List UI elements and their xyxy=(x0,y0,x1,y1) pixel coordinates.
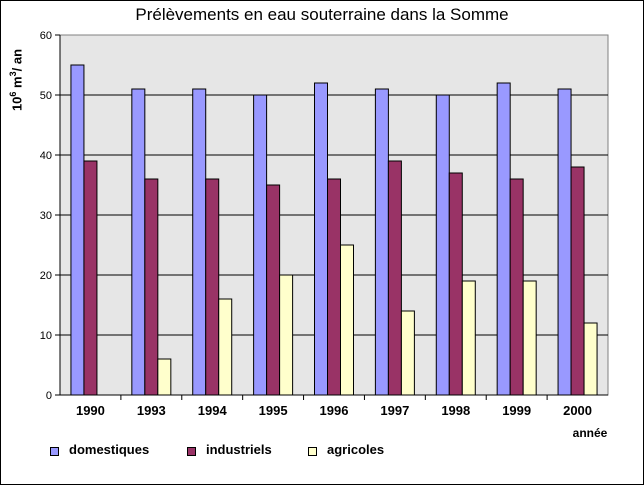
bar-agricoles-1993 xyxy=(157,358,172,396)
y-tick-label: 30 xyxy=(40,210,52,222)
bar-domestiques-1993 xyxy=(131,88,146,396)
bar-domestiques-1995 xyxy=(253,94,268,396)
bar-industriels-1997 xyxy=(387,160,402,396)
x-tick-label: 1995 xyxy=(259,403,288,418)
bar-domestiques-1996 xyxy=(314,82,328,396)
bar-agricoles-1994 xyxy=(218,298,233,396)
x-tick-label: 1993 xyxy=(137,403,166,418)
y-tick-label: 40 xyxy=(40,150,52,162)
x-tick-label: 1999 xyxy=(502,403,531,418)
bar-industriels-1999 xyxy=(509,178,524,396)
bar-domestiques-1994 xyxy=(192,88,207,396)
y-tick-label: 50 xyxy=(40,90,52,102)
bar-domestiques-1999 xyxy=(496,82,511,396)
bar-domestiques-2000 xyxy=(557,88,572,396)
bar-agricoles-1996 xyxy=(340,244,354,396)
y-tick-label: 0 xyxy=(46,390,52,402)
x-axis-label: année xyxy=(573,426,608,440)
bar-industriels-1995 xyxy=(266,184,281,396)
bar-domestiques-1997 xyxy=(374,88,389,396)
bar-agricoles-1997 xyxy=(400,310,415,396)
bar-industriels-1990 xyxy=(83,160,98,396)
chart-title: Prélèvements en eau souterraine dans la … xyxy=(135,5,509,24)
bar-agricoles-2000 xyxy=(583,322,598,396)
legend-swatch-domestiques xyxy=(50,447,59,456)
legend-swatch-agricoles xyxy=(308,447,317,456)
bar-domestiques-1990 xyxy=(70,64,85,396)
bar-agricoles-1998 xyxy=(461,280,476,396)
bar-industriels-1996 xyxy=(327,178,341,396)
x-tick-label: 1990 xyxy=(76,403,105,418)
legend-label-domestiques: domestiques xyxy=(69,442,150,457)
bar-industriels-2000 xyxy=(570,166,585,396)
x-tick-label: 1994 xyxy=(198,403,228,418)
legend-swatch-industriels xyxy=(187,447,196,456)
x-tick-label: 2000 xyxy=(563,403,592,418)
y-tick-label: 60 xyxy=(40,30,52,42)
x-tick-label: 1996 xyxy=(320,403,349,418)
bar-agricoles-1995 xyxy=(279,274,294,396)
bar-domestiques-1998 xyxy=(435,94,450,396)
x-tick-label: 1997 xyxy=(380,403,409,418)
bar-industriels-1993 xyxy=(144,178,159,396)
x-tick-label: 1998 xyxy=(441,403,470,418)
y-tick-label: 10 xyxy=(40,330,52,342)
legend-label-agricoles: agricoles xyxy=(327,442,385,457)
bar-industriels-1998 xyxy=(448,172,463,396)
y-tick-label: 20 xyxy=(40,270,52,282)
bar-industriels-1994 xyxy=(205,178,220,396)
bar-agricoles-1999 xyxy=(522,280,537,396)
legend-label-industriels: industriels xyxy=(206,442,272,457)
